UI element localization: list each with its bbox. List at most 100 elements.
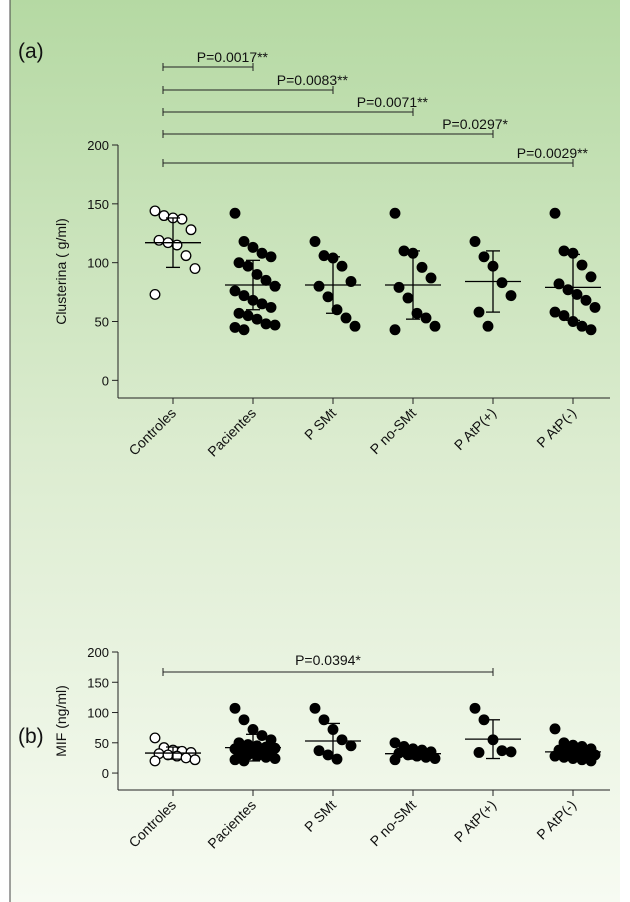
point <box>238 714 250 726</box>
point <box>429 753 441 764</box>
point <box>318 714 330 726</box>
open-point <box>149 288 161 300</box>
point <box>496 745 508 757</box>
point <box>420 312 432 324</box>
open-point <box>153 234 165 246</box>
point <box>389 324 401 336</box>
point <box>549 750 561 762</box>
y-tick-label: 0 <box>102 766 109 781</box>
point <box>318 250 330 262</box>
point <box>340 312 352 324</box>
point <box>242 310 254 322</box>
point <box>580 294 592 306</box>
point <box>402 749 414 761</box>
point <box>429 320 441 332</box>
y-tick-label: 150 <box>87 675 109 690</box>
open-point <box>149 205 161 217</box>
point <box>309 702 321 714</box>
point <box>549 306 561 318</box>
point <box>336 734 348 746</box>
point <box>238 290 250 302</box>
point <box>265 251 277 263</box>
point <box>393 281 405 293</box>
point <box>309 236 321 247</box>
point <box>233 307 245 319</box>
y-tick-label: 100 <box>87 256 109 271</box>
point <box>260 751 272 763</box>
point <box>473 306 485 318</box>
point <box>425 272 437 284</box>
point <box>313 745 325 757</box>
point <box>505 746 517 758</box>
comparison-label: P=0.0297* <box>442 116 508 132</box>
point <box>269 319 281 331</box>
comparison-label: P=0.0083** <box>277 72 349 88</box>
point <box>416 261 428 273</box>
point <box>260 274 272 286</box>
point <box>331 304 343 316</box>
point <box>411 307 423 319</box>
y-tick-label: 150 <box>87 197 109 212</box>
point <box>576 259 588 271</box>
point <box>549 207 561 219</box>
point <box>336 260 348 272</box>
comparison-label: P=0.0071** <box>357 94 429 110</box>
point <box>265 301 277 313</box>
comparison-label: P=0.0017** <box>197 49 269 65</box>
y-tick-label: 100 <box>87 706 109 721</box>
point <box>469 236 481 247</box>
open-point <box>180 250 192 262</box>
point <box>345 740 357 752</box>
open-point <box>149 755 161 767</box>
open-point <box>176 213 188 225</box>
point <box>482 320 494 332</box>
comparison-label: P=0.0394* <box>295 652 361 668</box>
point <box>229 754 241 766</box>
point <box>269 280 281 292</box>
open-point <box>149 732 161 744</box>
point <box>256 730 268 741</box>
point <box>229 207 241 219</box>
point <box>251 268 263 280</box>
panel-label: (b) <box>18 725 44 748</box>
point <box>313 280 325 292</box>
point <box>553 278 565 290</box>
point <box>389 207 401 219</box>
open-point <box>180 752 192 764</box>
point <box>229 321 241 333</box>
point <box>469 702 481 714</box>
y-tick-label: 50 <box>95 736 109 751</box>
point <box>256 298 268 310</box>
point <box>242 260 254 272</box>
y-axis-title: Clusterina ( g/ml) <box>53 218 69 325</box>
point <box>233 257 245 269</box>
y-tick-label: 200 <box>87 645 109 660</box>
point <box>345 276 357 287</box>
point <box>256 247 268 259</box>
point <box>238 236 250 247</box>
point <box>349 320 361 332</box>
open-point <box>158 210 170 222</box>
point <box>251 313 263 325</box>
point <box>571 288 583 300</box>
point <box>229 702 241 714</box>
point <box>402 292 414 304</box>
comparison-label: P=0.0029** <box>517 145 589 161</box>
y-axis-title: MIF (ng/ml) <box>53 685 69 757</box>
y-tick-label: 50 <box>95 315 109 330</box>
point <box>585 755 597 767</box>
panel-label: (a) <box>18 40 44 63</box>
point <box>505 290 517 302</box>
point <box>496 277 508 289</box>
point <box>260 318 272 330</box>
point <box>576 320 588 332</box>
open-point <box>189 263 201 275</box>
open-point <box>185 224 197 236</box>
point <box>558 310 570 322</box>
point <box>549 723 561 735</box>
y-tick-label: 200 <box>87 138 109 153</box>
point <box>322 291 334 303</box>
point <box>585 324 597 336</box>
